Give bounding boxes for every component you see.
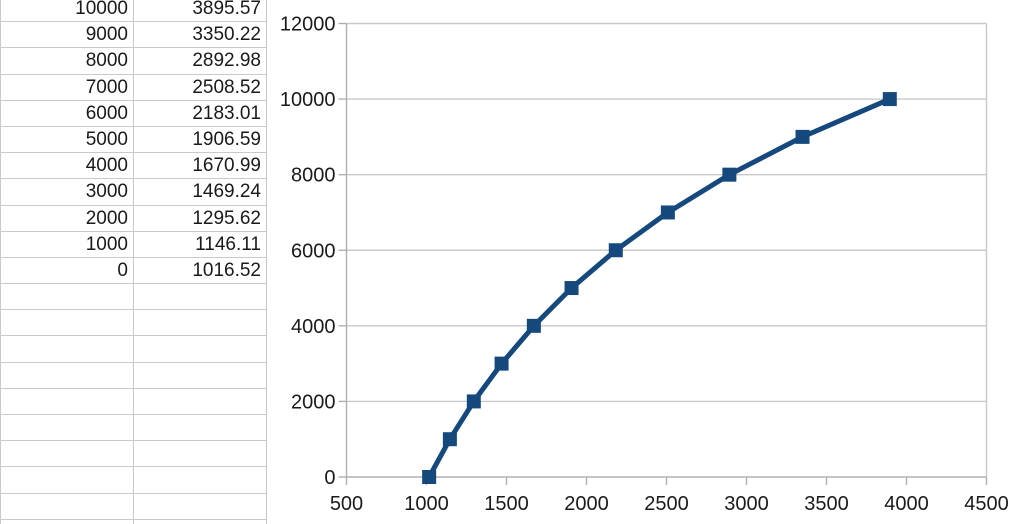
y-axis-tick-label: 4000 <box>291 316 336 338</box>
y-axis-tick-label: 6000 <box>291 240 336 262</box>
spreadsheet-cell[interactable] <box>134 467 267 494</box>
data-point-marker <box>660 205 675 220</box>
x-axis-tick-label: 2000 <box>564 493 609 515</box>
spreadsheet-cell[interactable]: 9000 <box>1 22 134 49</box>
data-point-marker <box>882 92 897 107</box>
data-point-marker <box>608 243 623 258</box>
spreadsheet-cell[interactable]: 3895.57 <box>134 0 267 23</box>
spreadsheet-cell[interactable] <box>1 493 134 520</box>
spreadsheet-cell[interactable] <box>1 415 134 442</box>
spreadsheet-cell[interactable]: 2508.52 <box>134 74 267 101</box>
spreadsheet-cell[interactable] <box>1 336 134 363</box>
spreadsheet-cell[interactable] <box>1 362 134 389</box>
table-row <box>1 336 268 363</box>
spreadsheet-cell[interactable]: 2000 <box>1 205 134 232</box>
table-row <box>1 284 268 311</box>
table-row: 0 1016.52 <box>1 257 268 285</box>
spreadsheet-cell[interactable]: 3350.22 <box>134 22 267 49</box>
table-row: 4000 1670.99 <box>1 153 268 180</box>
spreadsheet-cell[interactable]: 4000 <box>1 153 134 180</box>
spreadsheet-cell[interactable]: 5000 <box>1 126 134 154</box>
data-point-marker <box>442 432 457 447</box>
data-point-marker <box>722 167 737 182</box>
data-point-marker <box>466 394 481 409</box>
spreadsheet-cell[interactable]: 1469.24 <box>134 179 267 206</box>
spreadsheet-cell[interactable] <box>1 441 134 468</box>
spreadsheet-cell[interactable] <box>134 388 267 415</box>
table-row: 9000 3350.22 <box>1 22 268 49</box>
spreadsheet-cell[interactable]: 1670.99 <box>134 153 267 180</box>
spreadsheet-grid: 10000 3895.57 9000 3350.22 8000 2892.98 7000 25… <box>0 0 268 524</box>
data-series-line <box>426 96 893 480</box>
spreadsheet-cell[interactable]: 7000 <box>1 74 134 101</box>
spreadsheet-cell[interactable] <box>1 284 134 311</box>
table-row <box>1 493 268 520</box>
table-row <box>1 362 268 389</box>
spreadsheet-cell[interactable]: 2183.01 <box>134 100 267 127</box>
spreadsheet-cell[interactable] <box>134 336 267 363</box>
table-row <box>1 415 268 442</box>
table-row: 8000 2892.98 <box>1 48 268 75</box>
table-row: 2000 1295.62 <box>1 205 268 232</box>
y-axis-tick-label: 2000 <box>291 391 336 413</box>
spreadsheet-cell[interactable] <box>134 519 267 524</box>
spreadsheet-cell[interactable]: 1295.62 <box>134 205 267 232</box>
spreadsheet-cell[interactable] <box>134 493 267 520</box>
table-row: 3000 1469.24 <box>1 179 268 206</box>
x-axis-tick-label: 4000 <box>884 493 929 515</box>
spreadsheet-cell[interactable]: 10000 <box>1 0 134 23</box>
data-point-marker <box>494 356 509 371</box>
spreadsheet-cell[interactable] <box>134 362 267 389</box>
spreadsheet-cell[interactable] <box>134 284 267 311</box>
x-axis-tick-label: 2500 <box>644 493 689 515</box>
spreadsheet-cell[interactable]: 1146.11 <box>134 231 267 258</box>
spreadsheet-cell[interactable]: 2892.98 <box>134 48 267 75</box>
spreadsheet-cell[interactable] <box>134 415 267 442</box>
spreadsheet-cell[interactable]: 1906.59 <box>134 126 267 154</box>
data-point-marker <box>795 129 810 144</box>
spreadsheet-cell[interactable] <box>1 310 134 337</box>
y-axis-tick-label: 10000 <box>280 89 336 111</box>
spreadsheet-cell[interactable]: 8000 <box>1 48 134 75</box>
table-row: 7000 2508.52 <box>1 74 268 101</box>
table-row <box>1 310 268 337</box>
spreadsheet-cell[interactable] <box>1 388 134 415</box>
spreadsheet-cell[interactable]: 1016.52 <box>134 257 267 285</box>
spreadsheet-cell[interactable]: 6000 <box>1 100 134 127</box>
spreadsheet-cell[interactable] <box>1 519 134 524</box>
x-axis-tick-label: 500 <box>330 493 363 515</box>
spreadsheet-cell[interactable] <box>134 441 267 468</box>
data-point-marker <box>526 318 541 333</box>
y-axis-tick-label: 8000 <box>291 165 336 187</box>
y-axis-tick-label: 0 <box>324 467 335 489</box>
x-axis-tick-label: 1500 <box>484 493 529 515</box>
table-row: 6000 2183.01 <box>1 100 268 127</box>
table-row: 5000 1906.59 <box>1 126 268 154</box>
table-row <box>1 388 268 415</box>
spreadsheet-cell[interactable] <box>134 310 267 337</box>
spreadsheet-cell[interactable] <box>1 467 134 494</box>
table-row <box>1 441 268 468</box>
x-axis-tick-label: 3500 <box>804 493 849 515</box>
x-axis-tick-label: 4500 <box>964 493 1009 515</box>
x-axis-tick-label: 3000 <box>724 493 769 515</box>
y-axis-tick-label: 12000 <box>280 14 336 36</box>
data-point-marker <box>422 470 437 484</box>
table-row <box>1 519 268 524</box>
spreadsheet-cell[interactable]: 0 <box>1 257 134 285</box>
table-row: 10000 3895.57 <box>1 0 268 23</box>
table-row: 1000 1146.11 <box>1 231 268 258</box>
spreadsheet-cell[interactable]: 3000 <box>1 179 134 206</box>
data-point-marker <box>564 281 579 296</box>
spreadsheet-cell[interactable]: 1000 <box>1 231 134 258</box>
x-axis-tick-label: 1000 <box>404 493 449 515</box>
table-row <box>1 467 268 494</box>
